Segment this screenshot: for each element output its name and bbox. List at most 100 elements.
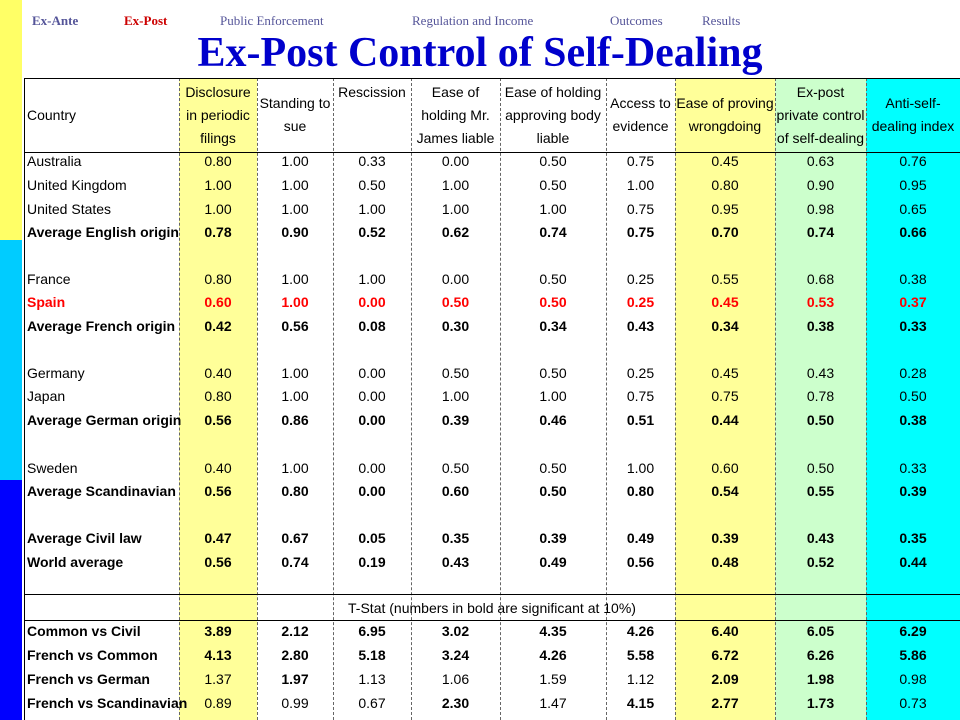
table-cell: 0.53 — [806, 294, 835, 310]
column-header-9: Anti-self-dealing index — [866, 92, 960, 138]
table-cell: 0.33 — [899, 318, 927, 334]
table-cell: 0.51 — [626, 412, 655, 428]
table-cell: 0.25 — [626, 365, 655, 381]
column-header-line: dealing index — [871, 118, 955, 134]
table-cell: 0.86 — [281, 412, 309, 428]
column-header-5: Ease of holding approving body liable — [500, 81, 606, 150]
tstat-cell: 6.95 — [358, 623, 386, 639]
table-cell: 0.52 — [806, 554, 835, 570]
tstat-cell: 5.18 — [358, 647, 386, 663]
table-cell: 0.98 — [806, 201, 835, 217]
table-cell: 0.39 — [711, 530, 739, 546]
column-header-line: Standing to — [259, 95, 331, 111]
table-cell: 1.00 — [281, 201, 309, 217]
column-header-8: Ex-post private control of self-dealing — [775, 81, 866, 150]
table-cell: 0.56 — [204, 412, 232, 428]
column-header-line: Access to — [610, 95, 671, 111]
table-cell: 0.00 — [358, 483, 386, 499]
row-label-germany: Germany — [27, 365, 85, 381]
table-cell: 0.38 — [899, 412, 927, 428]
table-cell: 1.00 — [281, 460, 309, 476]
left-accent-bar-yellow — [0, 0, 22, 240]
table-cell: 0.45 — [711, 294, 739, 310]
table-cell: 0.50 — [806, 412, 835, 428]
table-cell: 0.25 — [626, 271, 655, 287]
column-header-line: evidence — [612, 118, 669, 134]
column-divider — [500, 78, 501, 720]
tstat-cell: 2.09 — [711, 671, 739, 687]
nav-item-public-enforcement[interactable]: Public Enforcement — [220, 13, 324, 28]
table-cell: 0.43 — [441, 554, 470, 570]
row-divider — [24, 78, 960, 79]
nav-item-results[interactable]: Results — [702, 13, 741, 28]
table-cell: 0.50 — [539, 153, 567, 169]
table-cell: 0.43 — [806, 365, 835, 381]
nav-item-outcomes[interactable]: Outcomes — [610, 13, 663, 28]
table-cell: 0.50 — [441, 294, 470, 310]
table-cell: 0.75 — [711, 388, 739, 404]
table-cell: 0.50 — [539, 365, 567, 381]
column-highlight-proving — [675, 78, 775, 720]
tstat-cell: 1.06 — [441, 671, 470, 687]
nav-item-ex-post[interactable]: Ex-Post — [124, 13, 168, 28]
table-cell: 1.00 — [204, 201, 232, 217]
column-divider — [333, 78, 334, 720]
table-cell: 0.78 — [204, 224, 232, 240]
tstat-cell: 2.77 — [711, 695, 739, 711]
column-highlight-expost — [775, 78, 866, 720]
column-header-2: Standing to sue — [257, 92, 333, 138]
row-label-japan: Japan — [27, 388, 66, 404]
table-cell: 0.00 — [358, 294, 386, 310]
table-cell: 0.80 — [204, 153, 232, 169]
column-header-line: Ease of — [431, 84, 480, 100]
table-cell: 0.56 — [626, 554, 655, 570]
table-cell: 0.33 — [899, 460, 927, 476]
table-cell: 0.00 — [358, 388, 386, 404]
table-cell: 0.90 — [806, 177, 835, 193]
table-cell: 0.38 — [806, 318, 835, 334]
table-cell: 1.00 — [358, 201, 386, 217]
table-cell: 0.50 — [358, 177, 386, 193]
table-cell: 0.50 — [441, 365, 470, 381]
column-header-1: Disclosure in periodic filings — [179, 81, 257, 150]
tstat-cell: 1.13 — [358, 671, 386, 687]
column-highlight-index — [866, 78, 960, 720]
tstat-cell: 5.86 — [899, 647, 927, 663]
table-cell: 0.49 — [626, 530, 655, 546]
column-highlight-disclosure — [179, 78, 257, 720]
table-cell: 0.60 — [711, 460, 739, 476]
table-cell: 0.34 — [539, 318, 567, 334]
tstat-cell: 1.12 — [626, 671, 655, 687]
nav-item-ex-ante[interactable]: Ex-Ante — [32, 13, 79, 28]
column-divider — [257, 78, 258, 720]
table-cell: 0.44 — [711, 412, 739, 428]
table-cell: 1.00 — [281, 177, 309, 193]
table-cell: 1.00 — [626, 460, 655, 476]
tstat-cell: 6.26 — [806, 647, 835, 663]
table-cell: 0.68 — [806, 271, 835, 287]
nav-item-regulation-and-income[interactable]: Regulation and Income — [412, 13, 534, 28]
table-cell: 0.28 — [899, 365, 927, 381]
table-cell: 0.25 — [626, 294, 655, 310]
tstat-cell: 0.73 — [899, 695, 927, 711]
table-cell: 1.00 — [441, 388, 470, 404]
table-cell: 0.80 — [711, 177, 739, 193]
tstat-cell: 1.98 — [806, 671, 835, 687]
table-cell: 0.55 — [806, 483, 835, 499]
column-header-line: Ease of holding — [504, 84, 602, 100]
row-divider — [24, 594, 960, 595]
column-header-4: Ease of holding Mr. James liable — [411, 81, 500, 150]
table-cell: 0.50 — [441, 460, 470, 476]
column-divider — [179, 78, 180, 720]
table-cell: 1.00 — [281, 365, 309, 381]
column-header-line: Disclosure — [185, 84, 251, 100]
tstat-cell: 3.02 — [441, 623, 470, 639]
column-header-line: private control — [776, 107, 865, 123]
tstat-row-label-french-vs-scandinavian: French vs Scandinavian — [27, 695, 188, 711]
tstat-cell: 0.67 — [358, 695, 386, 711]
column-divider — [775, 78, 776, 720]
row-divider — [24, 620, 960, 621]
tstat-cell: 6.29 — [899, 623, 927, 639]
table-cell: 0.60 — [441, 483, 470, 499]
table-cell: 0.63 — [806, 153, 835, 169]
